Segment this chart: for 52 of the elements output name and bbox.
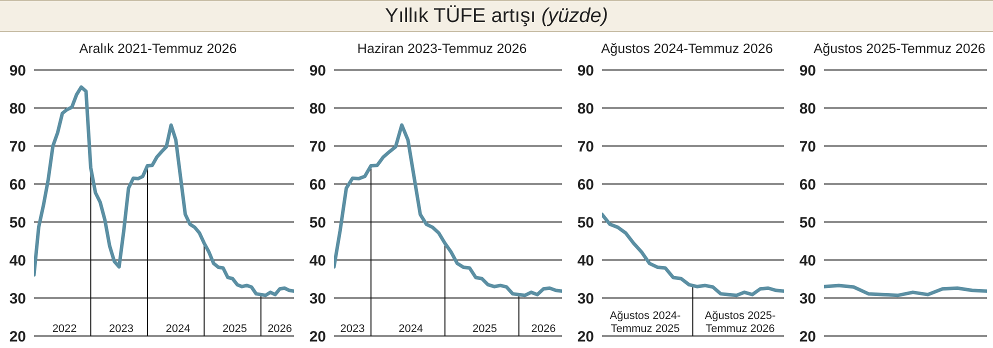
y-tick-label: 30 [309,290,326,308]
y-tick-label: 70 [9,138,26,156]
y-tick-label: 60 [577,176,594,194]
y-tick-label: 20 [799,328,816,346]
y-tick-label: 80 [799,100,816,118]
x-tick-label: 2022 [52,323,77,335]
y-tick-label: 20 [309,328,326,346]
x-tick-label: 2023 [340,323,365,335]
line-series [334,123,562,298]
y-tick-label: 90 [9,62,26,80]
x-tick-label: 2026 [268,323,292,335]
x-tick-label: 2025 [222,323,247,335]
x-tick-label: 2024 [166,323,190,335]
x-tick-label: 2023 [109,323,134,335]
x-tick-label: 2025 [472,323,498,335]
y-tick-label: 70 [577,138,594,156]
chart-title: Ağustos 2025-Temmuz 2026 [812,40,986,58]
y-tick-label: 20 [577,328,594,346]
y-tick-label: 50 [9,214,26,232]
y-tick-label: 50 [309,214,326,232]
x-tick-label: 2026 [531,323,556,335]
y-tick-label: 80 [577,100,594,118]
y-tick-label: 90 [309,62,326,80]
y-tick-label: 50 [577,214,594,232]
y-tick-label: 50 [799,214,816,232]
y-tick-label: 40 [577,252,594,270]
y-tick-label: 60 [9,176,26,194]
y-tick-label: 90 [799,62,816,80]
line-series [824,284,987,298]
chart-title: Ağustos 2024-Temmuz 2026 [600,40,774,58]
y-tick-label: 70 [309,138,326,156]
chart-title: Aralık 2021-Temmuz 2026 [78,40,238,58]
x-tick-label: Ağustos 2025- Temmuz 2026 [704,310,776,335]
y-tick-label: 40 [309,252,326,270]
chart-title: Haziran 2023-Temmuz 2026 [356,40,528,58]
text: Yıllık TÜFE artışı (yüzde) [384,4,608,28]
y-tick-label: 30 [799,290,816,308]
y-tick-label: 40 [9,252,26,270]
line-series [602,212,784,298]
y-tick-label: 20 [9,328,26,346]
y-tick-label: 90 [577,62,594,80]
y-tick-label: 60 [309,176,326,194]
line-series [34,85,294,298]
y-tick-label: 80 [9,100,26,118]
y-tick-label: 80 [309,100,326,118]
y-tick-label: 70 [799,138,816,156]
y-tick-label: 60 [799,176,816,194]
x-tick-label: Ağustos 2024- Temmuz 2025 [610,310,682,335]
y-tick-label: 30 [577,290,594,308]
y-tick-label: 40 [799,252,816,270]
x-tick-label: 2024 [398,323,424,335]
y-tick-label: 30 [9,290,26,308]
